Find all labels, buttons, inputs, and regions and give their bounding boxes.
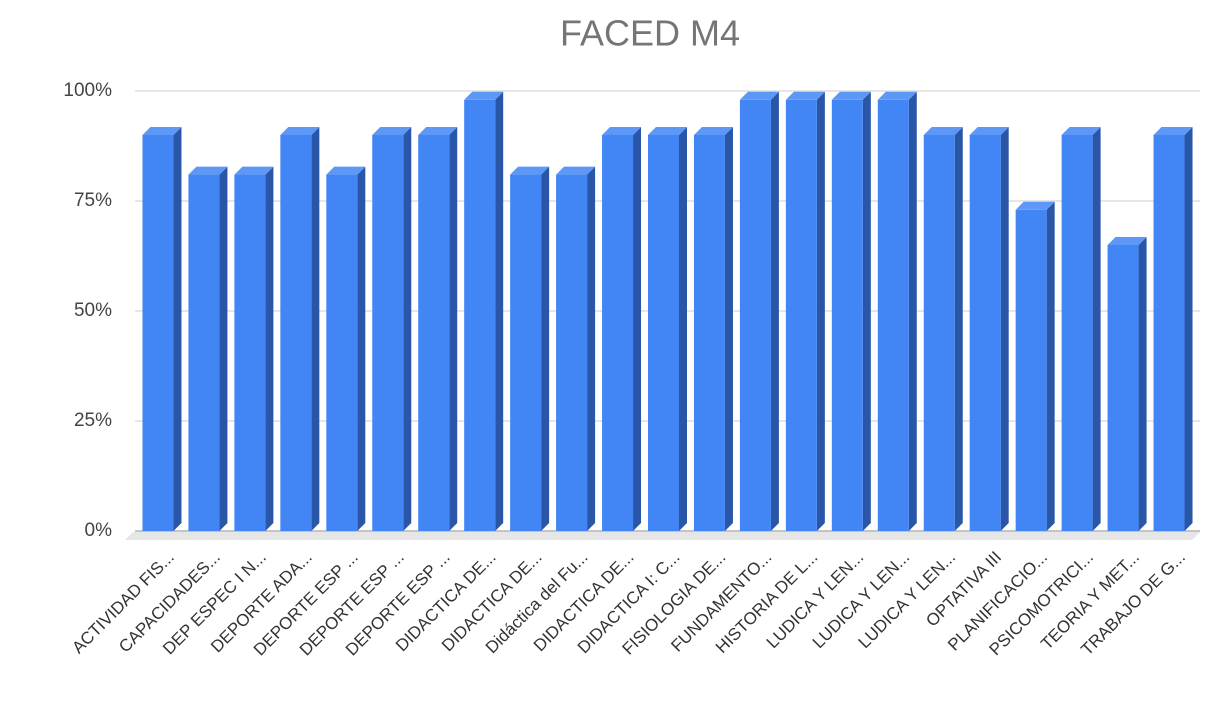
bar-top — [1061, 127, 1101, 135]
bar — [1061, 135, 1093, 531]
bar-top — [648, 127, 687, 135]
bar — [234, 174, 266, 531]
bar-top — [142, 127, 182, 135]
bar — [785, 99, 817, 532]
bar — [372, 135, 404, 531]
bar-side — [403, 127, 412, 531]
bar-side — [770, 91, 779, 532]
floor — [125, 532, 1200, 540]
bar-side — [495, 91, 504, 532]
bar-side — [724, 127, 733, 531]
bar-top — [510, 166, 550, 175]
bar-top — [1107, 237, 1147, 245]
bar-side — [265, 166, 274, 531]
bar-top — [1015, 201, 1055, 210]
y-tick-label: 75% — [74, 190, 112, 211]
bar-side — [1184, 127, 1193, 531]
bar-top — [556, 166, 596, 175]
bar-side — [1138, 237, 1147, 531]
bar — [648, 135, 679, 531]
bar-top — [693, 127, 733, 135]
bar-side — [219, 166, 228, 531]
bar-side — [311, 127, 320, 531]
bar — [326, 174, 358, 531]
bar-top — [280, 127, 320, 135]
bar — [693, 135, 725, 531]
bar-side — [449, 127, 458, 531]
bar — [969, 135, 1001, 531]
y-tick-label: 25% — [74, 410, 112, 431]
y-tick-label: 0% — [85, 520, 113, 541]
bar-top — [923, 127, 963, 135]
bar — [510, 174, 542, 531]
bar-side — [1046, 201, 1055, 532]
bar-side — [1092, 127, 1101, 531]
bar-side — [816, 91, 825, 532]
bar — [923, 135, 955, 531]
bar-top — [188, 166, 228, 175]
bar-side — [862, 91, 871, 532]
bar-side — [173, 127, 182, 531]
bar — [556, 174, 588, 531]
bar-top — [464, 91, 504, 100]
bar-side — [587, 166, 596, 531]
bar-side — [357, 166, 366, 531]
bar-top — [969, 127, 1009, 135]
bar — [280, 135, 312, 531]
bar-top — [831, 91, 871, 100]
y-tick-label: 50% — [74, 300, 112, 321]
bar-side — [679, 127, 687, 531]
bar — [142, 135, 174, 531]
bar — [1153, 135, 1185, 531]
bar-top — [877, 91, 917, 100]
bar-top — [602, 127, 642, 135]
bar-top — [739, 91, 779, 100]
bar — [1107, 245, 1139, 531]
bar-top — [785, 91, 825, 100]
bar — [188, 174, 220, 531]
bar — [739, 99, 771, 532]
bar — [602, 135, 634, 531]
bar — [877, 99, 909, 532]
bar-side — [1000, 127, 1009, 531]
bar-top — [1153, 127, 1193, 135]
bar — [464, 99, 496, 532]
bar-top — [418, 127, 458, 135]
y-tick-label: 100% — [63, 80, 112, 101]
bar — [1015, 209, 1047, 532]
bar-top — [234, 166, 274, 175]
bar — [831, 99, 863, 532]
bar-side — [908, 91, 917, 532]
bar-side — [633, 127, 642, 531]
bar-top — [372, 127, 412, 135]
bar-top — [326, 166, 366, 175]
bar — [418, 135, 450, 531]
bar-side — [541, 166, 550, 531]
bar-side — [954, 127, 963, 531]
chart-title: FACED M4 — [560, 13, 740, 54]
